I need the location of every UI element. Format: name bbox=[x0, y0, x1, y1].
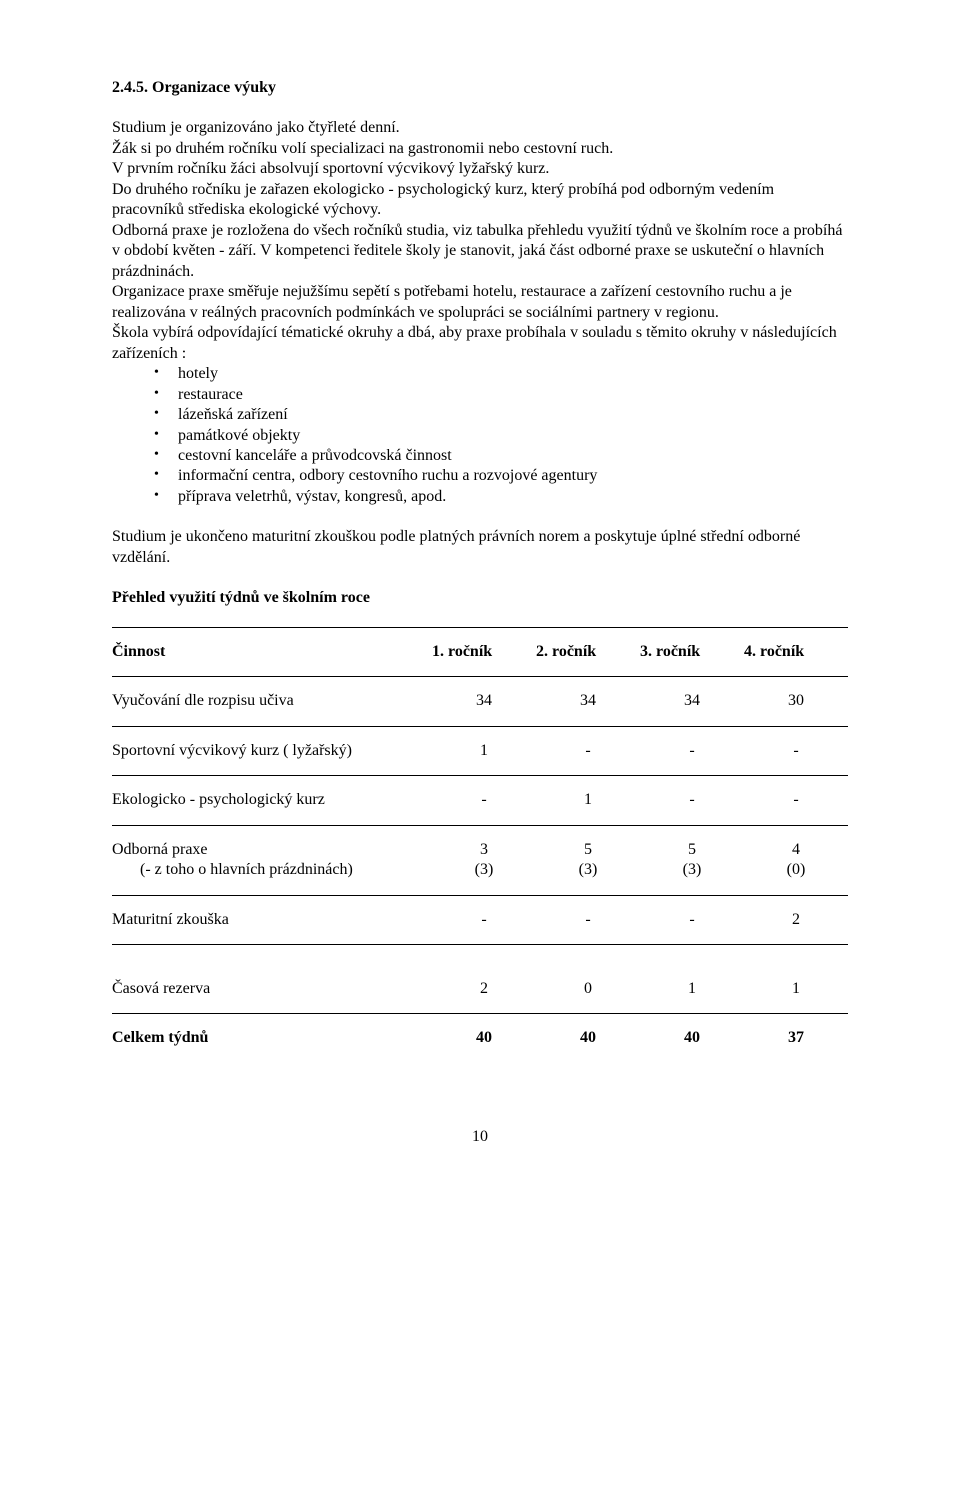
cell: 1 bbox=[432, 726, 536, 775]
paragraph: Škola vybírá odpovídající tématické okru… bbox=[112, 323, 848, 364]
cell: 2 bbox=[744, 895, 848, 944]
table-row-praxe-sub: (- z toho o hlavních prázdninách) (3) (3… bbox=[112, 860, 848, 895]
cell: 5 bbox=[536, 825, 640, 860]
cell: - bbox=[536, 895, 640, 944]
list-item: informační centra, odbory cestovního ruc… bbox=[178, 466, 848, 486]
cell: 0 bbox=[536, 965, 640, 1014]
cell: 30 bbox=[744, 677, 848, 726]
col-header-y2: 2. ročník bbox=[536, 627, 640, 676]
cell: 40 bbox=[640, 1014, 744, 1057]
list-item: lázeňská zařízení bbox=[178, 405, 848, 425]
cell: 40 bbox=[536, 1014, 640, 1057]
cell: - bbox=[432, 776, 536, 825]
row-label: Maturitní zkouška bbox=[112, 895, 432, 944]
table-row-praxe: Odborná praxe 3 5 5 4 bbox=[112, 825, 848, 860]
cell: - bbox=[640, 895, 744, 944]
paragraph: V prvním ročníku žáci absolvují sportovn… bbox=[112, 159, 848, 179]
row-label: Časová rezerva bbox=[112, 965, 432, 1014]
table-row: Vyučování dle rozpisu učiva 34 34 34 30 bbox=[112, 677, 848, 726]
cell: 37 bbox=[744, 1014, 848, 1057]
cell: - bbox=[536, 726, 640, 775]
table-row: Časová rezerva 2 0 1 1 bbox=[112, 965, 848, 1014]
col-header-y4: 4. ročník bbox=[744, 627, 848, 676]
weeks-overview-table: Činnost 1. ročník 2. ročník 3. ročník 4.… bbox=[112, 627, 848, 1057]
table-row: Sportovní výcvikový kurz ( lyžařský) 1 -… bbox=[112, 726, 848, 775]
page-number: 10 bbox=[112, 1127, 848, 1147]
paragraph: Odborná praxe je rozložena do všech ročn… bbox=[112, 221, 848, 282]
cell: - bbox=[432, 895, 536, 944]
row-label: Celkem týdnů bbox=[112, 1014, 432, 1057]
list-item: restaurace bbox=[178, 385, 848, 405]
list-item: památkové objekty bbox=[178, 426, 848, 446]
paragraph: Studium je organizováno jako čtyřleté de… bbox=[112, 118, 848, 138]
row-label: Sportovní výcvikový kurz ( lyžařský) bbox=[112, 726, 432, 775]
table-row-total: Celkem týdnů 40 40 40 37 bbox=[112, 1014, 848, 1057]
list-item: cestovní kanceláře a průvodcovská činnos… bbox=[178, 446, 848, 466]
row-sublabel: (- z toho o hlavních prázdninách) bbox=[112, 860, 432, 895]
section-heading: 2.4.5. Organizace výuky bbox=[112, 78, 848, 98]
cell: 34 bbox=[536, 677, 640, 726]
list-item: příprava veletrhů, výstav, kongresů, apo… bbox=[178, 487, 848, 507]
col-header-y1: 1. ročník bbox=[432, 627, 536, 676]
list-item: hotely bbox=[178, 364, 848, 384]
col-header-activity: Činnost bbox=[112, 627, 432, 676]
cell: - bbox=[744, 726, 848, 775]
facilities-list: hotely restaurace lázeňská zařízení pamá… bbox=[112, 364, 848, 507]
col-header-y3: 3. ročník bbox=[640, 627, 744, 676]
cell: 34 bbox=[640, 677, 744, 726]
paragraph: Žák si po druhém ročníku volí specializa… bbox=[112, 139, 848, 159]
paragraph: Organizace praxe směřuje nejužšímu sepět… bbox=[112, 282, 848, 323]
cell: 3 bbox=[432, 825, 536, 860]
row-label: Vyučování dle rozpisu učiva bbox=[112, 677, 432, 726]
cell: 5 bbox=[640, 825, 744, 860]
paragraph: Studium je ukončeno maturitní zkouškou p… bbox=[112, 527, 848, 568]
cell: 40 bbox=[432, 1014, 536, 1057]
row-label: Odborná praxe bbox=[112, 825, 432, 860]
cell: (3) bbox=[640, 860, 744, 895]
cell: 2 bbox=[432, 965, 536, 1014]
cell: 1 bbox=[744, 965, 848, 1014]
table-header-row: Činnost 1. ročník 2. ročník 3. ročník 4.… bbox=[112, 627, 848, 676]
table-row: Ekologicko - psychologický kurz - 1 - - bbox=[112, 776, 848, 825]
cell: 4 bbox=[744, 825, 848, 860]
row-label: Ekologicko - psychologický kurz bbox=[112, 776, 432, 825]
cell: (0) bbox=[744, 860, 848, 895]
cell: (3) bbox=[536, 860, 640, 895]
cell: - bbox=[640, 776, 744, 825]
cell: - bbox=[744, 776, 848, 825]
intro-block: Studium je organizováno jako čtyřleté de… bbox=[112, 118, 848, 507]
cell: 34 bbox=[432, 677, 536, 726]
table-row: Maturitní zkouška - - - 2 bbox=[112, 895, 848, 944]
cell: 1 bbox=[640, 965, 744, 1014]
paragraph: Do druhého ročníku je zařazen ekologicko… bbox=[112, 180, 848, 221]
table-heading: Přehled využití týdnů ve školním roce bbox=[112, 588, 848, 608]
cell: - bbox=[640, 726, 744, 775]
cell: (3) bbox=[432, 860, 536, 895]
cell: 1 bbox=[536, 776, 640, 825]
